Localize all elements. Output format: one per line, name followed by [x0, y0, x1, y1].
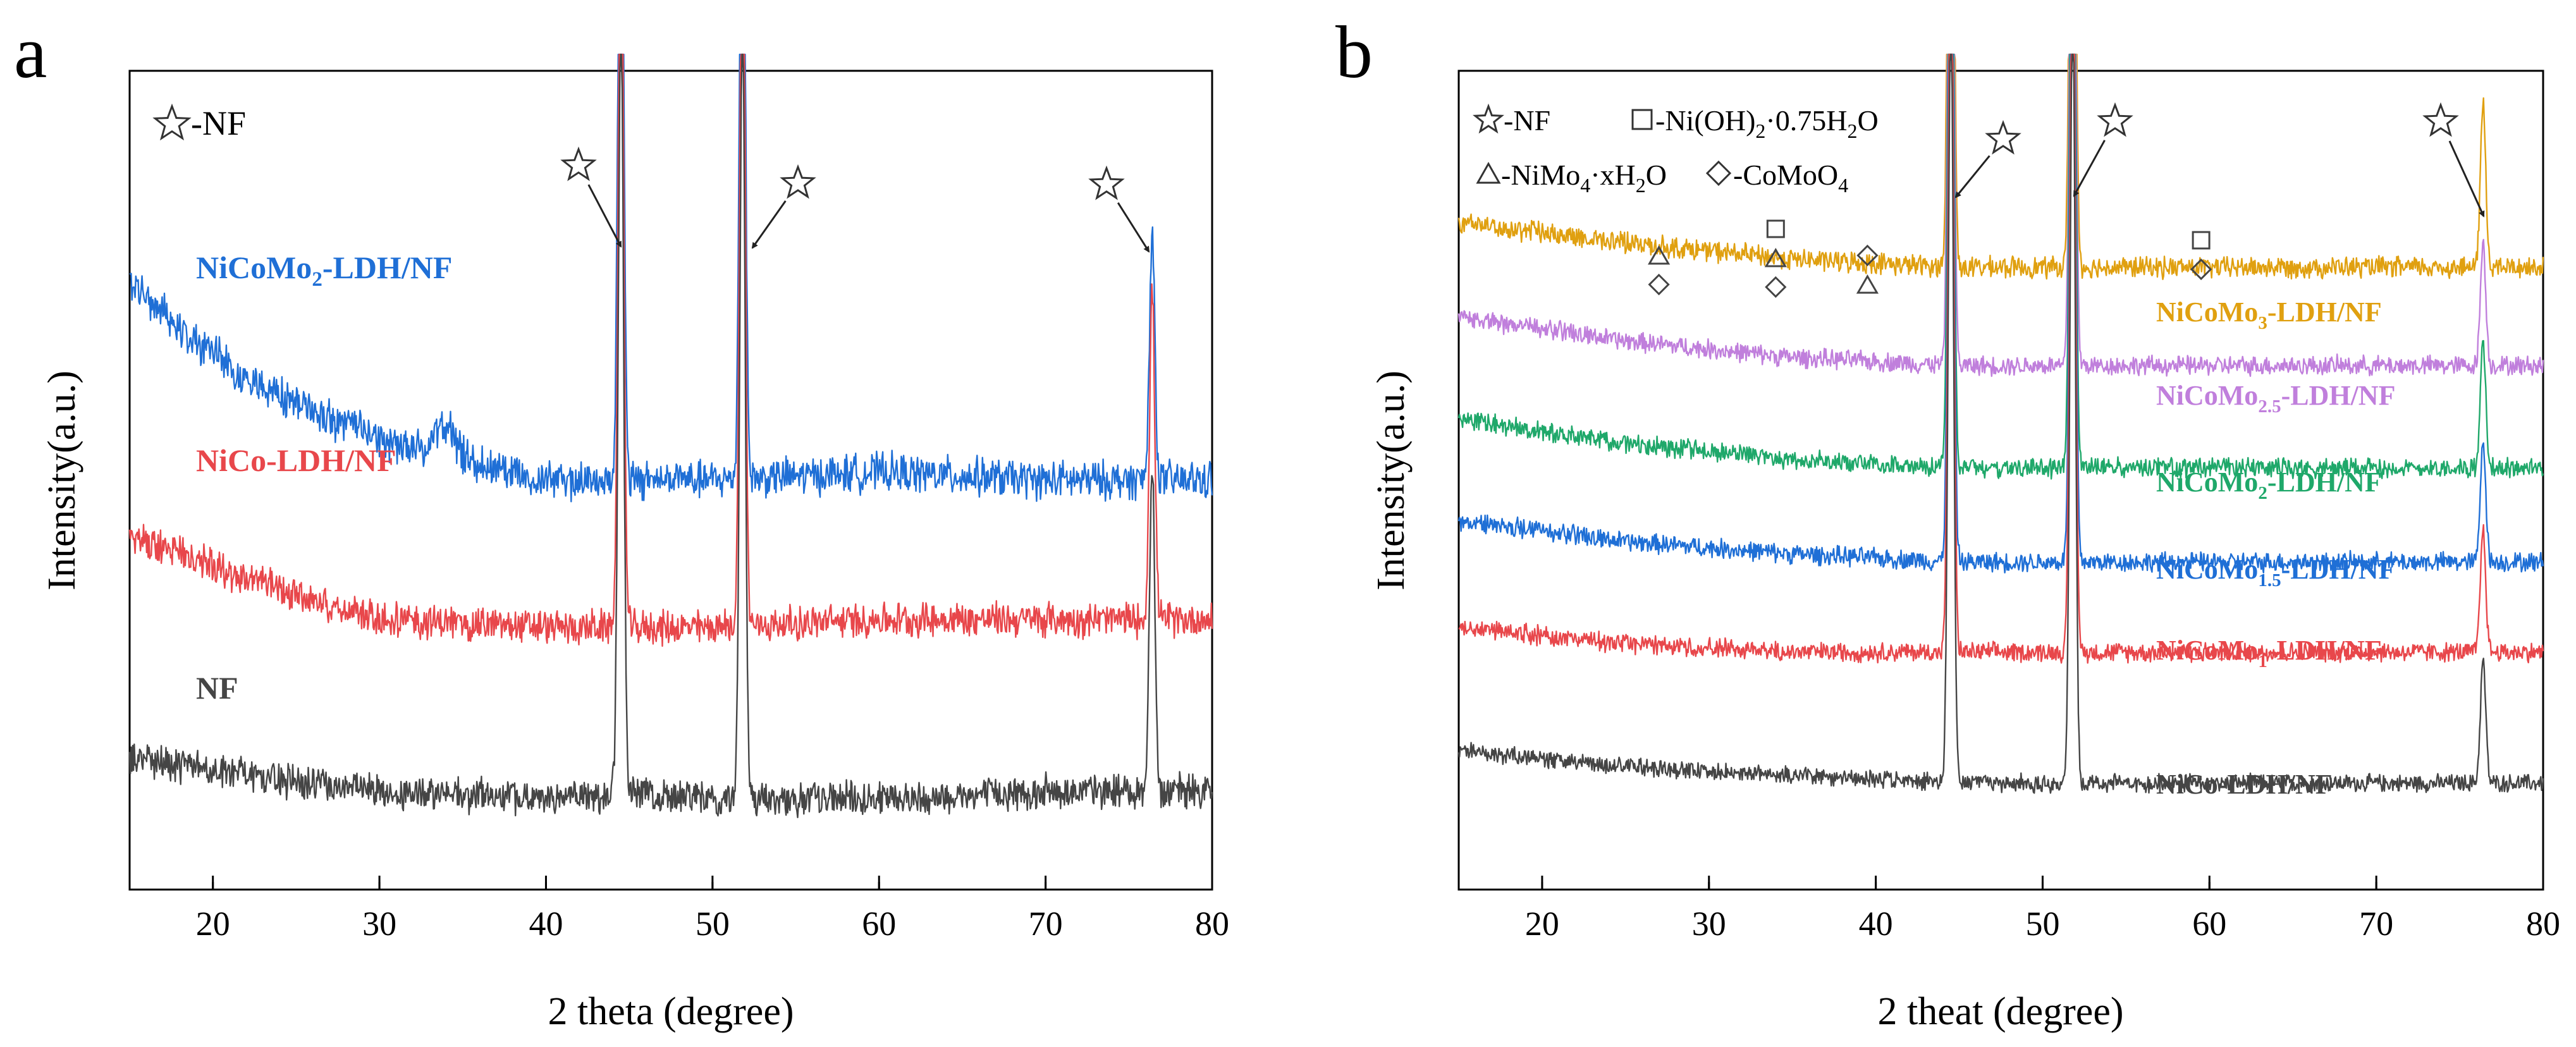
x-tick-label: 20	[1525, 905, 1559, 943]
arrow-icon	[2073, 140, 2106, 197]
x-tick-label: 40	[529, 905, 563, 943]
x-tick-label: 60	[2192, 905, 2226, 943]
star-icon	[1088, 165, 1125, 200]
legend-nimo: -NiMo4·xH2O	[1501, 159, 1667, 197]
panel-a-xlabel: 2 theta (degree)	[548, 990, 794, 1033]
panel-a-plot-frame	[128, 70, 1213, 891]
panel-a: 20 30 40 50 60 70 80 NiCoMo2-LDH/NF NiCo-LDH/NF…	[40, 53, 1229, 1033]
series-trace	[128, 53, 1213, 819]
arrow-icon	[751, 200, 787, 249]
panel-b-peak-markers	[1954, 102, 2485, 217]
series-trace	[1457, 53, 2544, 280]
legend-ni-oh: -Ni(OH)2·0.75H2O	[1655, 104, 1879, 142]
star-icon	[2422, 102, 2459, 137]
x-tick-label: 40	[1859, 905, 1893, 943]
panel-a-legend-label: -NF	[191, 104, 246, 142]
panel-a-letter: a	[14, 11, 47, 94]
series-trace	[1457, 53, 2544, 377]
triangle-icon	[1648, 245, 1671, 265]
triangle-icon	[1476, 161, 1501, 184]
panel-a-peak-markers	[560, 146, 1150, 253]
panel-a-traces	[128, 53, 1213, 819]
star-icon	[1473, 103, 1504, 134]
panel-b-phase-markers	[1648, 219, 2212, 298]
square-icon	[1631, 109, 1653, 130]
star-icon	[1985, 119, 2021, 155]
panel-b-legend: -NF -Ni(OH)2·0.75H2O -NiMo4·xH2O -CoMoO4	[1473, 103, 1879, 197]
x-tick-label: 80	[2526, 905, 2560, 943]
series-label: NF	[196, 670, 238, 706]
x-tick-label: 80	[1195, 905, 1229, 943]
star-icon	[560, 146, 597, 181]
x-tick-label: 50	[696, 905, 730, 943]
panel-a-series-labels: NiCoMo2-LDH/NF NiCo-LDH/NF NF	[196, 250, 452, 706]
legend-comoo4: -CoMoO4	[1733, 159, 1848, 197]
series-label: NiCoMo2-LDH/NF	[196, 250, 452, 291]
series-label: NiCoMo2.5-LDH/NF	[2156, 380, 2395, 417]
panel-a-legend: -NF	[152, 103, 246, 142]
panel-b-x-ticks: 20 30 40 50 60 70 80	[1525, 876, 2560, 943]
panel-b-ylabel: Intensity(a.u.)	[1370, 370, 1413, 591]
panel-a-ylabel: Intensity(a.u.)	[40, 370, 83, 591]
x-tick-label: 20	[196, 905, 230, 943]
diamond-icon	[2190, 258, 2212, 281]
series-trace	[1457, 53, 2544, 794]
panel-b: 20 30 40 50 60 70 80 NiCoMo3-LDH/NF NiCoMo2.5-L…	[1370, 53, 2560, 1033]
x-tick-label: 70	[1029, 905, 1063, 943]
series-label: NiCoMo3-LDH/NF	[2156, 297, 2382, 333]
x-tick-label: 50	[2025, 905, 2059, 943]
arrow-icon	[2448, 140, 2485, 217]
series-label: NiCoMo1-LDH/NF	[2156, 635, 2382, 671]
square-icon	[1766, 219, 1785, 238]
diamond-icon	[1856, 244, 1879, 267]
panel-b-series-labels: NiCoMo3-LDH/NF NiCoMo2.5-LDH/NF NiCoMo2-LD…	[2156, 297, 2395, 800]
star-icon	[780, 164, 816, 199]
star-icon	[2097, 102, 2133, 137]
diamond-icon	[1648, 273, 1670, 296]
arrow-icon	[1954, 155, 1990, 199]
arrow-icon	[587, 184, 622, 248]
x-tick-label: 30	[1692, 905, 1726, 943]
star-icon	[152, 103, 192, 141]
panel-b-traces	[1457, 53, 2544, 794]
series-trace	[1457, 53, 2544, 480]
legend-nf: -NF	[1504, 104, 1550, 137]
series-trace	[129, 53, 1213, 503]
series-trace	[1458, 53, 2544, 664]
panel-b-letter: b	[1335, 11, 1373, 94]
arrow-icon	[1117, 202, 1150, 253]
series-label: NiCo-LDH/NF	[2156, 769, 2333, 800]
triangle-icon	[1764, 247, 1787, 267]
series-label: NiCoMo2-LDH/NF	[2156, 467, 2382, 503]
series-label: NiCoMo1.5-LDH/NF	[2156, 554, 2395, 591]
series-label: NiCo-LDH/NF	[196, 443, 396, 478]
series-trace	[128, 53, 1213, 647]
x-tick-label: 60	[862, 905, 896, 943]
panel-b-xlabel: 2 theat (degree)	[1878, 990, 2124, 1033]
triangle-icon	[1856, 274, 1879, 294]
x-tick-label: 30	[362, 905, 396, 943]
series-trace	[1457, 53, 2544, 573]
panel-a-x-ticks: 20 30 40 50 60 70 80	[196, 876, 1229, 943]
x-tick-label: 70	[2359, 905, 2393, 943]
diamond-icon	[1765, 276, 1787, 298]
diamond-icon	[1705, 160, 1732, 187]
panel-b-plot-frame	[1457, 70, 2544, 891]
square-icon	[2192, 231, 2211, 250]
